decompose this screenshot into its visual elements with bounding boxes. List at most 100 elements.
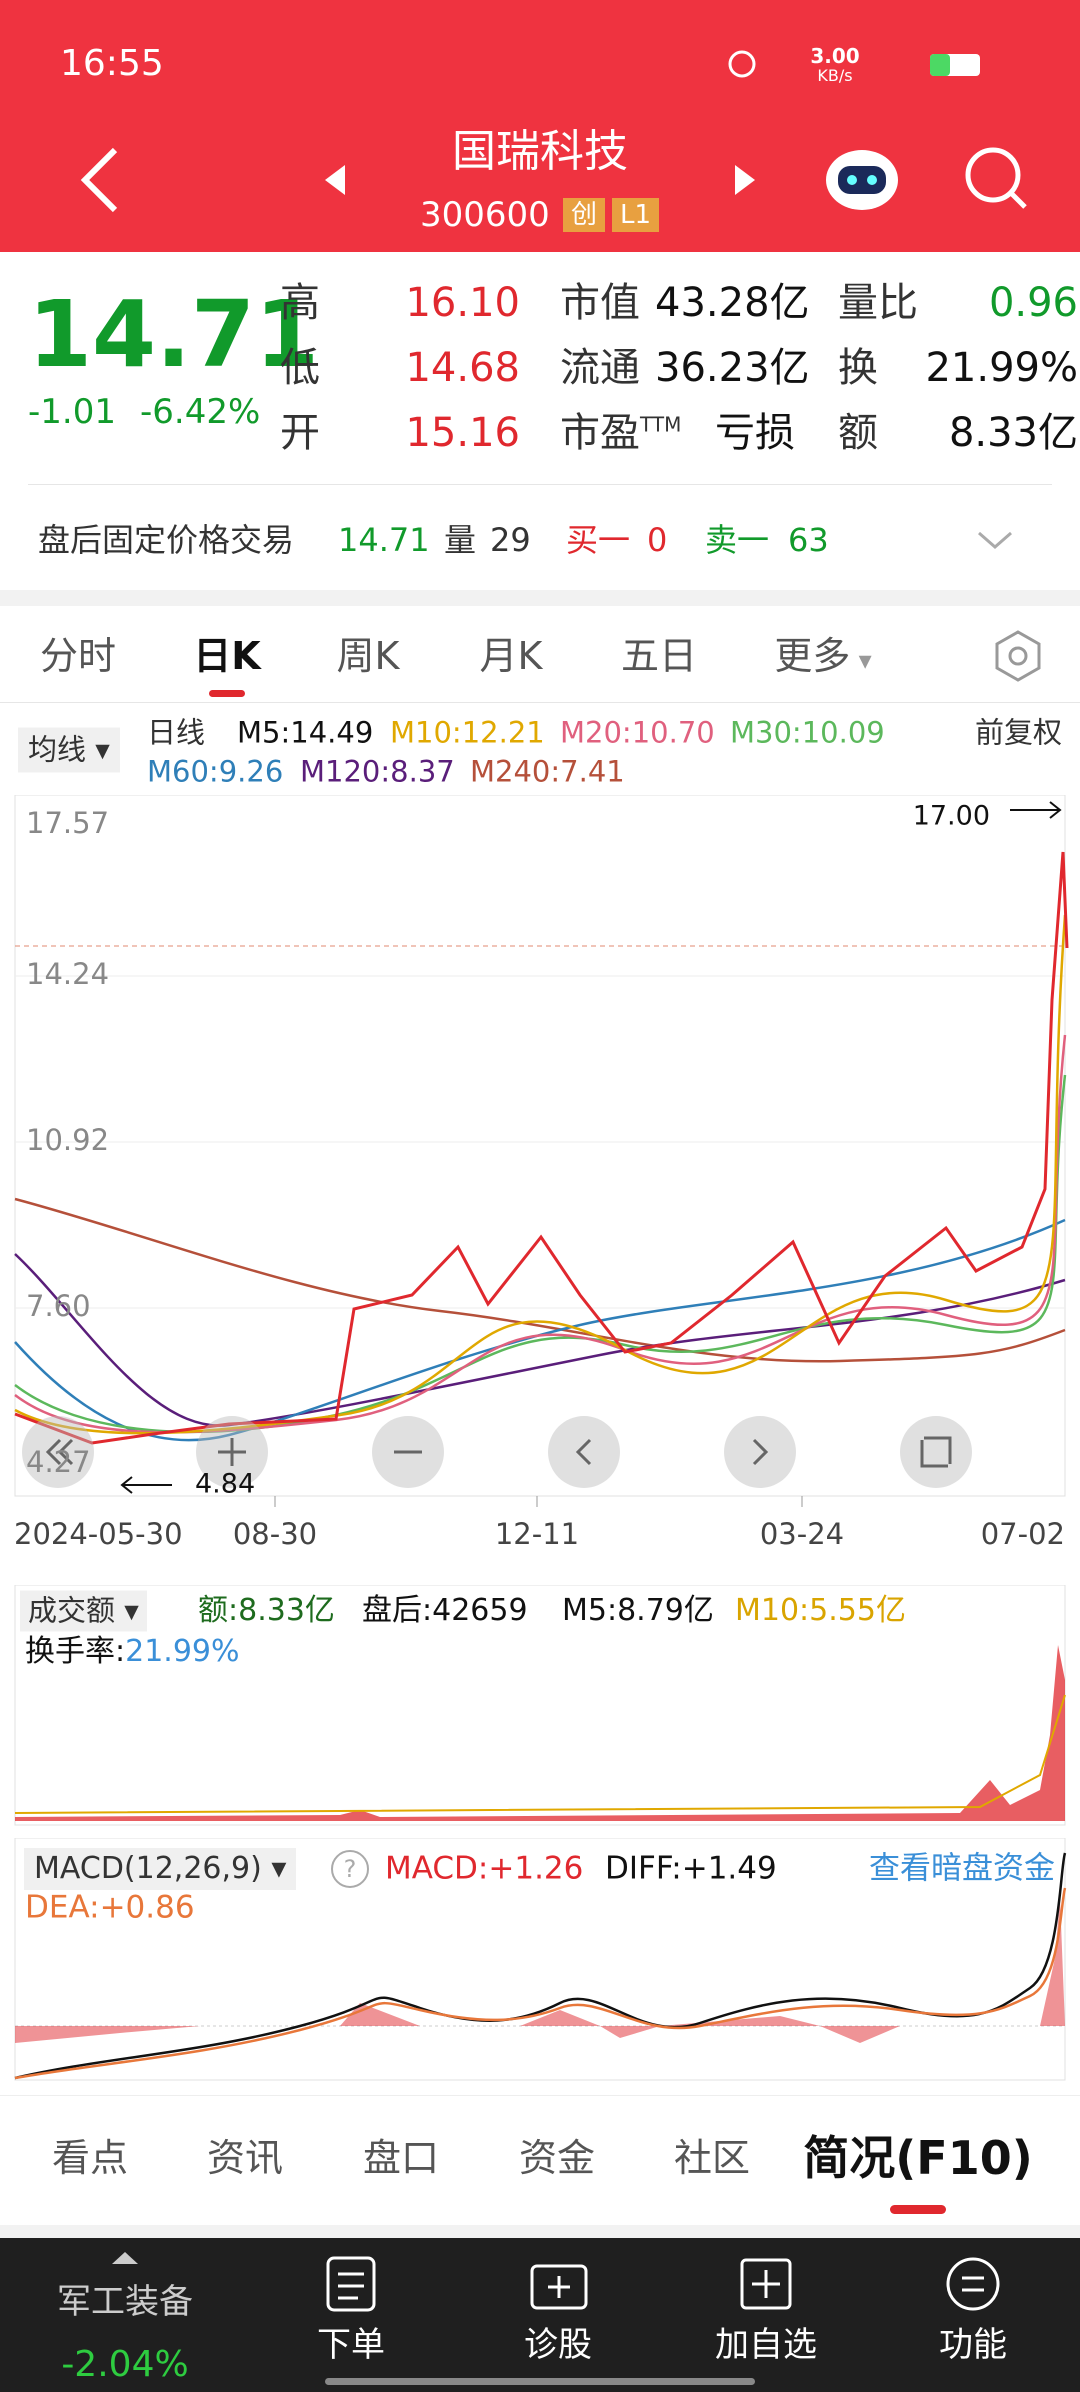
- control-icons: [45, 1436, 952, 1468]
- stat-value: 亏损: [715, 410, 795, 456]
- period-tab[interactable]: 分时: [39, 634, 117, 678]
- nav-item[interactable]: 下单: [317, 2325, 385, 2365]
- info-tab[interactable]: 资金: [518, 2136, 596, 2180]
- turnover-label: 换手率:21.99%: [25, 1637, 240, 1667]
- stat-label: 换: [838, 345, 878, 391]
- price-change-pct: -6.42%: [140, 392, 261, 432]
- date-label: 03-24: [760, 1517, 844, 1551]
- badge: 创: [563, 198, 606, 232]
- bid-label: 买一: [566, 521, 631, 559]
- info-tab[interactable]: 资讯: [206, 2136, 284, 2180]
- stat-sup: TTM: [640, 412, 682, 437]
- stat-value: 14.68: [405, 345, 520, 391]
- period-tab[interactable]: 五日: [620, 634, 698, 678]
- nav-item[interactable]: 功能: [939, 2325, 1007, 2365]
- min-label: 4.84: [195, 1469, 255, 1500]
- info-tab[interactable]: 社区: [673, 2136, 751, 2180]
- nav-item[interactable]: 诊股: [524, 2325, 592, 2365]
- period-tab[interactable]: 日K: [193, 634, 261, 678]
- macd-selector-text: MACD(12,26,9): [34, 1851, 262, 1886]
- help-icon[interactable]: ?: [331, 1850, 369, 1888]
- volume-value: 29: [490, 521, 531, 559]
- volume-m5: M5:8.79亿: [562, 1593, 714, 1628]
- ma-value: M20:10.70: [560, 715, 715, 750]
- stat-label: 高: [280, 280, 320, 326]
- volume-m10: M10:5.55亿: [735, 1593, 906, 1628]
- macd-selector[interactable]: MACD(12,26,9) ▾: [24, 1848, 297, 1890]
- settings-button[interactable]: [990, 628, 1046, 684]
- tab-indicator: [890, 2205, 946, 2214]
- date-label: 08-30: [233, 1517, 317, 1551]
- stat-label: 市盈TTM: [560, 410, 682, 456]
- expand-chevron[interactable]: [975, 525, 1015, 555]
- dea-line: [14, 1887, 1067, 2080]
- dark-pool-link[interactable]: 查看暗盘资金: [869, 1850, 1055, 1887]
- y-tick-label: 10.92: [26, 1123, 109, 1157]
- macd-chart: [14, 1838, 1067, 2081]
- stat-value: 21.99%: [925, 345, 1078, 391]
- ma-value: M60:9.26: [147, 754, 284, 789]
- after-hours-label: 盘后固定价格交易: [38, 521, 295, 559]
- ma-selector[interactable]: 均线 ▾: [18, 727, 120, 773]
- ma30-line: [14, 1074, 1067, 1434]
- volume-label: 量: [444, 521, 477, 559]
- price-path: [14, 851, 1069, 1445]
- stat-value: 16.10: [405, 280, 520, 326]
- date-ticks: [274, 1496, 803, 1507]
- bid-value: 0: [647, 521, 668, 559]
- chart-controls[interactable]: [22, 1416, 972, 1488]
- stat-value: 43.28亿: [655, 280, 810, 326]
- stat-label: 流通: [560, 345, 640, 391]
- header-icons: [80, 50, 1027, 213]
- sector-name[interactable]: 军工装备: [57, 2282, 193, 2322]
- sector-arrow: [112, 2252, 138, 2264]
- header-bar: [0, 0, 1080, 252]
- stock-name: 国瑞科技: [452, 126, 628, 177]
- stat-label: 低: [280, 345, 320, 391]
- stat-label: 额: [838, 410, 878, 456]
- robot-button[interactable]: [826, 150, 898, 210]
- period-tab[interactable]: 月K: [479, 634, 543, 678]
- price-change: -1.01: [28, 392, 116, 432]
- volume-selector-text: 成交额: [28, 1593, 116, 1628]
- volume-ma: [14, 1694, 1066, 1814]
- volume-chart: [14, 1585, 1066, 1826]
- adjust-label[interactable]: 前复权: [974, 715, 1062, 750]
- volume-amount: 额:8.33亿: [198, 1593, 335, 1628]
- nav-icons: [325, 2256, 1000, 2385]
- sector-change: -2.04%: [61, 2344, 189, 2385]
- macd-value: MACD:+1.26: [385, 1850, 584, 1887]
- stat-label: 市值: [560, 280, 640, 326]
- diff-value: DIFF:+1.49: [605, 1850, 777, 1887]
- ma-value: M5:14.49: [237, 715, 374, 750]
- period-tab[interactable]: 周K: [336, 634, 400, 678]
- info-tab[interactable]: 看点: [51, 2136, 129, 2180]
- search-button[interactable]: [965, 147, 1027, 209]
- prev-stock[interactable]: [325, 165, 345, 195]
- ma-value: M30:10.09: [730, 715, 885, 750]
- divider: [0, 702, 1080, 703]
- volume-bars: [15, 1645, 1065, 1821]
- max-label: 17.00: [913, 801, 990, 832]
- date-label: 07-02: [981, 1517, 1065, 1551]
- macd-histogram: [15, 1898, 1065, 2043]
- after-hours-volume: 盘后:42659: [362, 1593, 528, 1628]
- info-tab[interactable]: 简况(F10): [803, 2131, 1033, 2185]
- nav-item[interactable]: 加自选: [715, 2325, 817, 2365]
- date-label: 2024-05-30: [14, 1517, 183, 1551]
- after-hours-price: 14.71: [338, 521, 430, 559]
- ma10-line: [14, 914, 1067, 1435]
- y-tick-label: 7.60: [26, 1289, 91, 1323]
- volume-selector[interactable]: 成交额 ▾: [20, 1590, 147, 1632]
- chart-frame: [14, 795, 1066, 1497]
- next-stock[interactable]: [735, 165, 755, 195]
- divider: [0, 2095, 1080, 2096]
- ma-selector-text: 均线: [28, 732, 87, 767]
- status-time: 16:55: [60, 43, 164, 84]
- dea-value: DEA:+0.86: [25, 1889, 195, 1926]
- period-tab[interactable]: 更多 ▾: [774, 634, 872, 678]
- ask-label: 卖一: [705, 521, 770, 559]
- info-tab[interactable]: 盘口: [362, 2136, 440, 2180]
- back-button[interactable]: [80, 147, 118, 213]
